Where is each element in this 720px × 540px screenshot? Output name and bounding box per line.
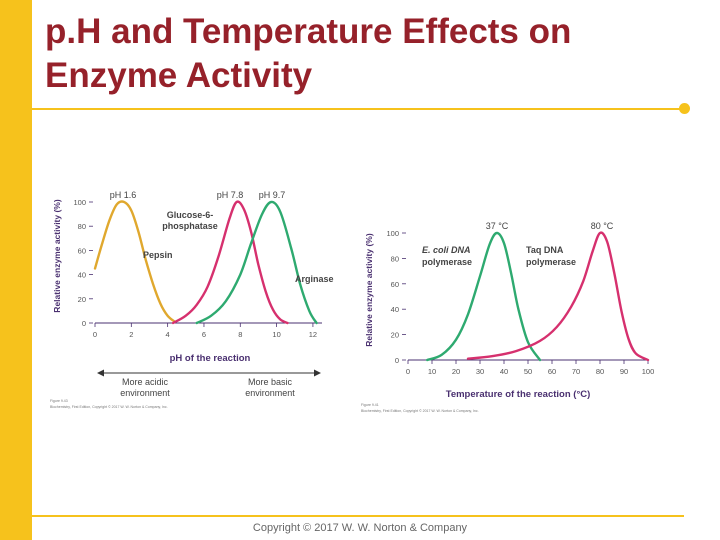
ph-y-tick-label: 80 [78,222,86,231]
ph-x-axis-label: pH of the reaction [170,353,251,364]
ph-figure-caption-line1: Figure 9.43 [50,399,68,403]
peak-label-taq: 80 °C [591,221,614,231]
temp-y-axis-label: Relative enzyme activity (%) [364,233,374,347]
taq-curve-label-line1: Taq DNA [526,245,564,255]
footer-rule [32,515,684,517]
copyright-text: Copyright © 2017 W. W. Norton & Company [252,522,468,534]
ecoli-curve-label-line1: E. coli DNA [422,245,471,255]
ph-y-axis-label: Relative enzyme activity (%) [52,199,62,313]
temp-x-tick-label: 50 [524,367,532,376]
ph-figure-caption-line2: Biochemistry, First Edition, Copyright ©… [50,405,168,409]
ecoli-curve-label-line2: polymerase [422,257,472,267]
slide-title: p.H and Temperature Effects on Enzyme Ac… [45,10,705,98]
ph-x-tick-label: 4 [166,330,170,339]
peak-label-glucose: pH 7.8 [217,190,244,200]
temp-x-tick-label: 90 [620,367,628,376]
temp-x-axis-label: Temperature of the reaction (°C) [446,389,591,400]
title-line-2: Enzyme Activity [45,56,313,95]
temp-y-tick-label: 80 [391,254,399,263]
ph-y-tick-label: 60 [78,246,86,255]
basic-label-line2: environment [245,388,295,398]
glucose-6-phosphatase-curve [171,200,289,325]
ph-x-tick-label: 0 [93,330,97,339]
title-line-1: p.H and Temperature Effects on [45,12,572,51]
temp-x-ticks: 0 10 20 30 40 50 60 70 80 90 100 [406,360,654,376]
temp-x-tick-label: 40 [500,367,508,376]
temp-y-tick-label: 0 [395,356,399,365]
peak-label-arginase: pH 9.7 [259,190,286,200]
ph-y-tick-label: 100 [73,198,86,207]
ph-y-tick-label: 40 [78,271,86,280]
title-underline-dot [679,103,690,114]
title-underline [32,108,682,110]
taq-dna-polymerase-curve [466,231,650,362]
temp-x-tick-label: 0 [406,367,410,376]
ph-y-tick-label: 0 [82,319,86,328]
peak-label-pepsin: pH 1.6 [110,190,137,200]
arginase-curve [195,200,318,325]
ph-x-tick-label: 2 [129,330,133,339]
temp-curves [426,231,650,362]
ph-x-tick-label: 6 [202,330,206,339]
ph-x-tick-label: 8 [238,330,242,339]
peak-label-ecoli: 37 °C [486,221,509,231]
temp-x-tick-label: 10 [428,367,436,376]
temp-y-ticks: 0 20 40 60 80 100 [386,229,406,365]
ph-y-tick-label: 20 [78,295,86,304]
ph-x-tick-label: 10 [272,330,280,339]
temp-x-tick-label: 60 [548,367,556,376]
acidic-label-line1: More acidic [122,377,169,387]
left-accent-bar [0,0,32,540]
temp-figure-caption-line2: Biochemistry, First Edition, Copyright ©… [361,409,479,413]
ph-x-tick-label: 12 [309,330,317,339]
acidic-label-line2: environment [120,388,170,398]
glucose-curve-label-line2: phosphatase [162,221,218,231]
temp-figure-caption-line1: Figure 9.41 [361,403,379,407]
temp-x-tick-label: 100 [642,367,655,376]
ph-x-ticks: 0 2 4 6 8 10 12 [93,323,317,339]
arginase-curve-label: Arginase [295,274,334,284]
temperature-chart: 0 20 40 60 80 100 0 10 20 30 40 50 60 70 80 90 100 Rela… [361,221,654,413]
ph-chart: 0 20 40 60 80 100 0 2 4 6 8 10 12 Relative enzyme a… [50,190,334,409]
temp-y-tick-label: 20 [391,331,399,340]
ph-curves [93,200,318,325]
temp-y-tick-label: 60 [391,280,399,289]
temp-y-tick-label: 40 [391,305,399,314]
e-coli-dna-polymerase-curve [426,231,542,362]
glucose-curve-label-line1: Glucose-6- [167,210,214,220]
temp-x-tick-label: 20 [452,367,460,376]
temp-x-tick-label: 70 [572,367,580,376]
ph-y-ticks: 0 20 40 60 80 100 [73,198,93,328]
taq-curve-label-line2: polymerase [526,257,576,267]
temp-x-tick-label: 80 [596,367,604,376]
temp-x-tick-label: 30 [476,367,484,376]
pepsin-curve [93,200,177,323]
pepsin-curve-label: Pepsin [143,250,173,260]
temp-y-tick-label: 100 [386,229,399,238]
basic-label-line1: More basic [248,377,293,387]
